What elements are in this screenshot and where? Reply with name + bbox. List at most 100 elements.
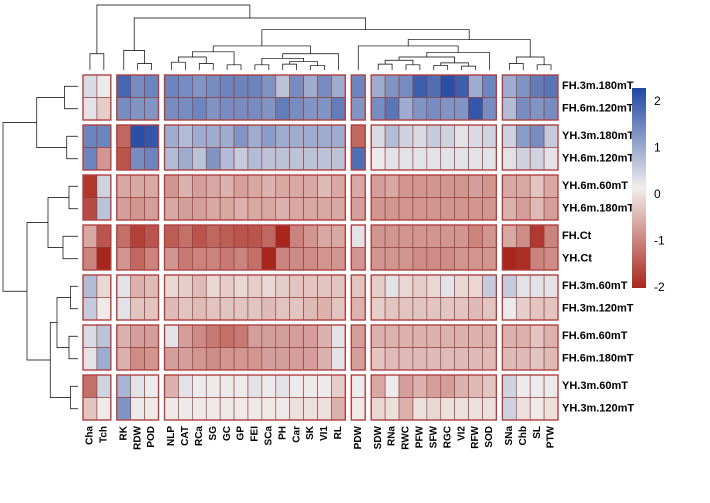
- cell: [248, 175, 262, 198]
- cell: [351, 398, 365, 421]
- colorbar-tick: 1: [654, 141, 661, 155]
- cell: [455, 398, 469, 421]
- cell: [83, 325, 97, 348]
- cell: [482, 375, 496, 398]
- cell: [165, 98, 179, 121]
- cell: [192, 198, 206, 221]
- cell: [165, 225, 179, 248]
- cell: [145, 175, 159, 198]
- cell: [206, 98, 220, 121]
- cell: [178, 125, 192, 148]
- col-label: RL: [333, 426, 344, 439]
- cell: [427, 275, 441, 298]
- row-label: YH.6m.120mT: [562, 153, 634, 165]
- cell: [371, 98, 385, 121]
- cell: [276, 98, 290, 121]
- cell: [516, 348, 530, 371]
- cell: [331, 148, 345, 171]
- col-dendrogram: [90, 5, 551, 70]
- col-label: SK: [305, 425, 316, 440]
- cell: [399, 148, 413, 171]
- cell: [351, 298, 365, 321]
- cell: [304, 98, 318, 121]
- cell: [482, 298, 496, 321]
- cell: [248, 98, 262, 121]
- cell: [544, 175, 558, 198]
- cell: [276, 125, 290, 148]
- col-label: Tch: [99, 426, 110, 443]
- col-label: GP: [236, 426, 247, 441]
- cell: [206, 225, 220, 248]
- cell: [544, 98, 558, 121]
- cell: [97, 348, 111, 371]
- cell: [192, 248, 206, 271]
- cell: [234, 148, 248, 171]
- cell: [399, 298, 413, 321]
- cell: [455, 175, 469, 198]
- cell: [455, 248, 469, 271]
- cell: [131, 148, 145, 171]
- cell: [427, 248, 441, 271]
- cell: [97, 198, 111, 221]
- dendro-branch: [65, 86, 79, 109]
- dendro-branch: [71, 386, 79, 409]
- cell: [469, 125, 483, 148]
- dendro-branch: [192, 52, 234, 65]
- cell: [441, 175, 455, 198]
- cell: [413, 148, 427, 171]
- cell: [455, 75, 469, 98]
- cell: [441, 98, 455, 121]
- col-label: VI1: [319, 426, 330, 441]
- dendro-branch: [262, 30, 469, 46]
- heatmap-cells: [83, 75, 558, 420]
- cell: [97, 275, 111, 298]
- col-label: RFW: [470, 425, 481, 448]
- cell: [502, 148, 516, 171]
- cell: [304, 375, 318, 398]
- cell: [530, 325, 544, 348]
- cell: [502, 125, 516, 148]
- cell: [276, 325, 290, 348]
- cell: [413, 348, 427, 371]
- cell: [192, 98, 206, 121]
- cell: [413, 375, 427, 398]
- cell: [117, 298, 131, 321]
- row-label: FH.6m.180mT: [562, 353, 634, 365]
- cell: [455, 125, 469, 148]
- cell: [413, 298, 427, 321]
- col-label: Chb: [518, 426, 529, 445]
- dendro-branch: [199, 64, 213, 71]
- cell: [220, 198, 234, 221]
- cell: [304, 225, 318, 248]
- cell: [351, 198, 365, 221]
- cell: [413, 198, 427, 221]
- cell: [145, 98, 159, 121]
- cell: [117, 248, 131, 271]
- cell: [131, 225, 145, 248]
- cell: [83, 275, 97, 298]
- cell: [290, 348, 304, 371]
- cell: [482, 198, 496, 221]
- cell: [117, 348, 131, 371]
- cell: [469, 348, 483, 371]
- cell: [220, 398, 234, 421]
- cell: [290, 75, 304, 98]
- cell: [482, 225, 496, 248]
- cell: [178, 225, 192, 248]
- cell: [331, 198, 345, 221]
- cell: [427, 398, 441, 421]
- dendro-branch: [63, 236, 78, 259]
- cell: [385, 398, 399, 421]
- cell: [502, 248, 516, 271]
- cell: [304, 75, 318, 98]
- cell: [544, 398, 558, 421]
- cell: [192, 225, 206, 248]
- cell: [131, 348, 145, 371]
- clustered-heatmap: FH.3m.180mTFH.6m.120mTYH.3m.180mTYH.6m.1…: [0, 0, 710, 503]
- cell: [530, 225, 544, 248]
- cell: [220, 348, 234, 371]
- row-label: YH.3m.180mT: [562, 130, 634, 142]
- cell: [206, 198, 220, 221]
- cell: [304, 298, 318, 321]
- cell: [145, 398, 159, 421]
